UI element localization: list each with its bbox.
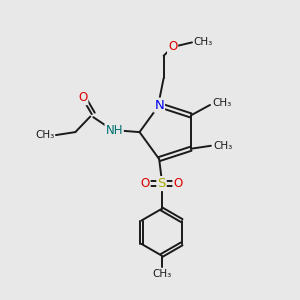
Text: O: O bbox=[78, 91, 87, 104]
Text: CH₃: CH₃ bbox=[152, 269, 171, 279]
Text: O: O bbox=[140, 177, 150, 190]
Text: CH₃: CH₃ bbox=[213, 141, 232, 151]
Text: O: O bbox=[168, 40, 177, 53]
Text: S: S bbox=[158, 177, 166, 190]
Text: CH₃: CH₃ bbox=[194, 38, 213, 47]
Text: O: O bbox=[173, 177, 183, 190]
Text: N: N bbox=[154, 99, 164, 112]
Text: CH₃: CH₃ bbox=[212, 98, 232, 109]
Text: CH₃: CH₃ bbox=[35, 130, 54, 140]
Text: NH: NH bbox=[105, 124, 123, 137]
